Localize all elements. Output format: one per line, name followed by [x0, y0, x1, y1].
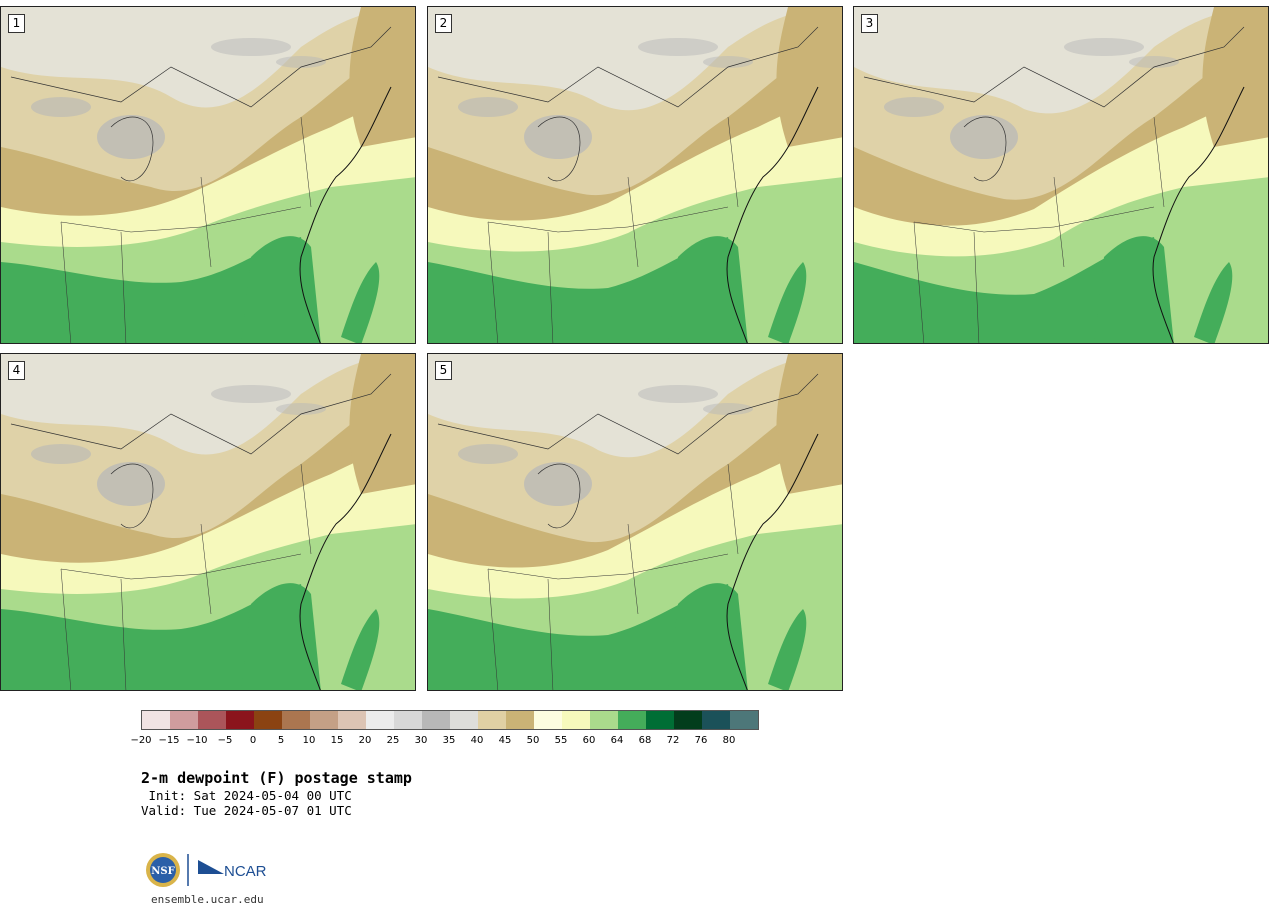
- dewpoint-map: [1, 7, 415, 343]
- colorbar-tick-label: 35: [442, 735, 456, 746]
- member-panel-3: 3: [853, 6, 1269, 344]
- colorbar-tick-label: −10: [186, 735, 208, 746]
- colorbar-swatch-17: [618, 711, 646, 729]
- init-time: Init: Sat 2024-05-04 00 UTC: [141, 788, 352, 803]
- colorbar-tick-label: −5: [217, 735, 233, 746]
- colorbar-tick-label: 0: [249, 735, 257, 746]
- colorbar-swatch-20: [702, 711, 730, 729]
- colorbar-swatch-6: [310, 711, 338, 729]
- colorbar-tick-label: 72: [666, 735, 680, 746]
- member-label: 5: [435, 361, 452, 380]
- colorbar-swatch-14: [534, 711, 562, 729]
- website-url: ensemble.ucar.edu: [151, 893, 264, 906]
- colorbar-tick-label: 60: [582, 735, 596, 746]
- colorbar-tick-label: 68: [638, 735, 652, 746]
- colorbar-swatch-2: [198, 711, 226, 729]
- valid-time: Valid: Tue 2024-05-07 01 UTC: [141, 803, 352, 818]
- chart-title: 2-m dewpoint (F) postage stamp: [141, 769, 412, 787]
- colorbar-tick-label: 55: [554, 735, 568, 746]
- colorbar: [141, 710, 759, 730]
- ncar-logo-text: NCAR: [224, 863, 267, 880]
- colorbar-tick-label: 64: [610, 735, 624, 746]
- member-label: 1: [8, 14, 25, 33]
- dewpoint-map: [1, 354, 415, 690]
- member-label: 4: [8, 361, 25, 380]
- colorbar-tick-label: 5: [277, 735, 285, 746]
- nsf-logo-text: NSF: [151, 866, 174, 877]
- colorbar-swatch-13: [506, 711, 534, 729]
- colorbar-tick-label: 45: [498, 735, 512, 746]
- colorbar-swatch-7: [338, 711, 366, 729]
- member-panel-1: 1: [0, 6, 416, 344]
- colorbar-tick-label: 50: [526, 735, 540, 746]
- colorbar-tick-label: 15: [330, 735, 344, 746]
- member-label: 2: [435, 14, 452, 33]
- colorbar-tick-label: −15: [158, 735, 180, 746]
- colorbar-tick-label: 20: [358, 735, 372, 746]
- colorbar-swatch-0: [142, 711, 170, 729]
- colorbar-swatch-21: [730, 711, 758, 729]
- colorbar-tick-label: 25: [386, 735, 400, 746]
- colorbar-swatch-12: [478, 711, 506, 729]
- member-panel-5: 5: [427, 353, 843, 691]
- dewpoint-map: [428, 354, 842, 690]
- colorbar-swatch-5: [282, 711, 310, 729]
- colorbar-tick-label: 40: [470, 735, 484, 746]
- colorbar-swatch-10: [422, 711, 450, 729]
- colorbar-swatch-16: [590, 711, 618, 729]
- colorbar-tick-label: −20: [130, 735, 152, 746]
- colorbar-ticks: −20 −15 −10 −5 0 5 10 15 20 25 30 35 40 45 50 55 60 64 68 7…: [0, 735, 900, 749]
- member-label: 3: [861, 14, 878, 33]
- colorbar-swatch-18: [646, 711, 674, 729]
- colorbar-tick-label: 80: [722, 735, 736, 746]
- nsf-ncar-logo: NSF NCAR: [146, 853, 267, 887]
- dewpoint-map: [854, 7, 1268, 343]
- member-panel-4: 4: [0, 353, 416, 691]
- colorbar-tick-label: 10: [302, 735, 316, 746]
- colorbar-swatch-8: [366, 711, 394, 729]
- colorbar-swatch-9: [394, 711, 422, 729]
- colorbar-swatch-15: [562, 711, 590, 729]
- colorbar-swatch-3: [226, 711, 254, 729]
- colorbar-tick-label: 30: [414, 735, 428, 746]
- colorbar-swatch-1: [170, 711, 198, 729]
- colorbar-swatch-4: [254, 711, 282, 729]
- member-panel-2: 2: [427, 6, 843, 344]
- colorbar-swatch-19: [674, 711, 702, 729]
- colorbar-swatch-11: [450, 711, 478, 729]
- colorbar-tick-label: 76: [694, 735, 708, 746]
- dewpoint-map: [428, 7, 842, 343]
